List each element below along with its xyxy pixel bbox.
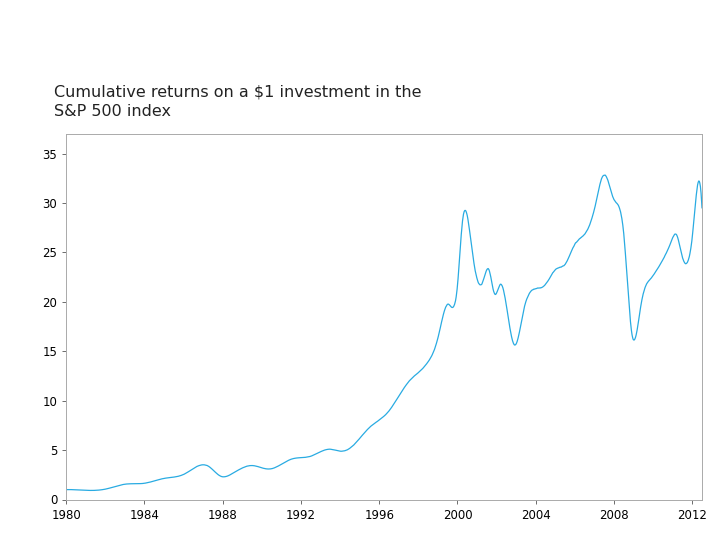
Text: Cumulative returns on a $1 investment in the
S&P 500 index: Cumulative returns on a $1 investment in… xyxy=(54,84,421,119)
Text: Figure 1.2 Cumulative Returns: Figure 1.2 Cumulative Returns xyxy=(16,28,495,56)
Text: 1-34: 1-34 xyxy=(669,516,697,529)
